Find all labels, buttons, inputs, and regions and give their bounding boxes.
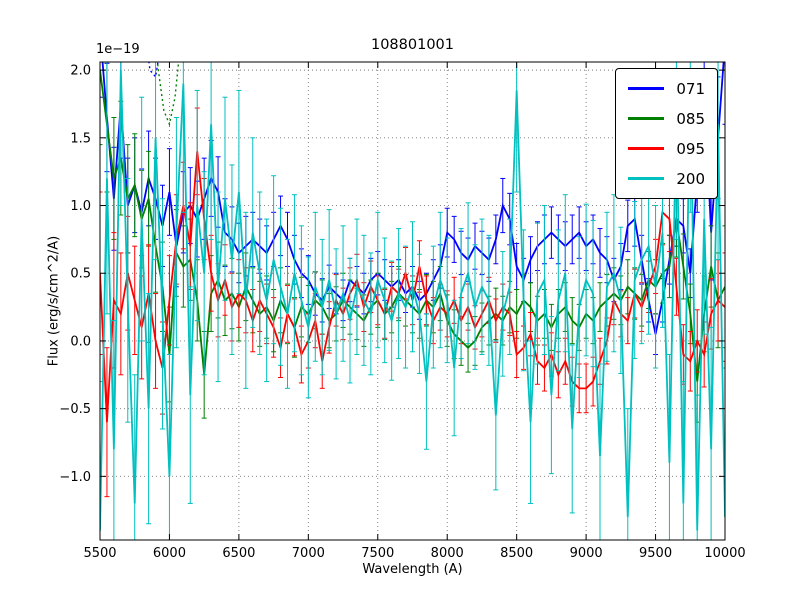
chart-title: 108801001	[370, 37, 455, 53]
y-tick-label: 2.0	[70, 64, 91, 79]
legend-line-sample	[628, 147, 665, 150]
legend-entry-085: 085	[628, 106, 705, 131]
x-tick-label: 5500	[83, 546, 116, 561]
series-line-200	[100, 70, 725, 531]
y-tick-label: −1.0	[59, 470, 91, 485]
legend-label: 071	[676, 79, 705, 98]
y-tick-label: 0.0	[70, 334, 91, 349]
x-tick-label: 9500	[639, 546, 672, 561]
y-tick-label: 0.5	[70, 267, 91, 282]
plot-data	[100, 62, 725, 540]
x-tick-label: 6000	[153, 546, 186, 561]
ticks	[99, 62, 726, 540]
legend-label: 085	[676, 109, 705, 128]
legend: 071 085 095 200	[615, 68, 718, 199]
x-tick-label: 10000	[704, 546, 745, 561]
legend-line-sample	[628, 177, 665, 180]
legend-entry-071: 071	[628, 76, 705, 101]
y-axis-label: Flux (erg/s/cm^2/A)	[46, 235, 62, 367]
x-axis-label: Wavelength (A)	[362, 562, 463, 577]
axes-frame	[99, 61, 726, 541]
x-tick-label: 9000	[570, 546, 603, 561]
legend-entry-200: 200	[628, 166, 705, 191]
y-tick-label: 1.0	[70, 199, 91, 214]
legend-line-sample	[628, 117, 665, 120]
series-200	[100, 62, 725, 540]
x-tick-label: 7500	[361, 546, 394, 561]
x-tick-label: 7000	[292, 546, 325, 561]
x-tick-label: 8000	[431, 546, 464, 561]
legend-label: 200	[676, 169, 705, 188]
legend-label: 095	[676, 139, 705, 158]
y-axis-offset-text: 1e−19	[96, 42, 140, 57]
y-tick-label: 1.5	[70, 131, 91, 146]
legend-line-sample	[628, 87, 665, 90]
legend-entry-095: 095	[628, 136, 705, 161]
y-tick-label: −0.5	[59, 402, 91, 417]
x-tick-label: 8500	[500, 546, 533, 561]
x-tick-label: 6500	[222, 546, 255, 561]
